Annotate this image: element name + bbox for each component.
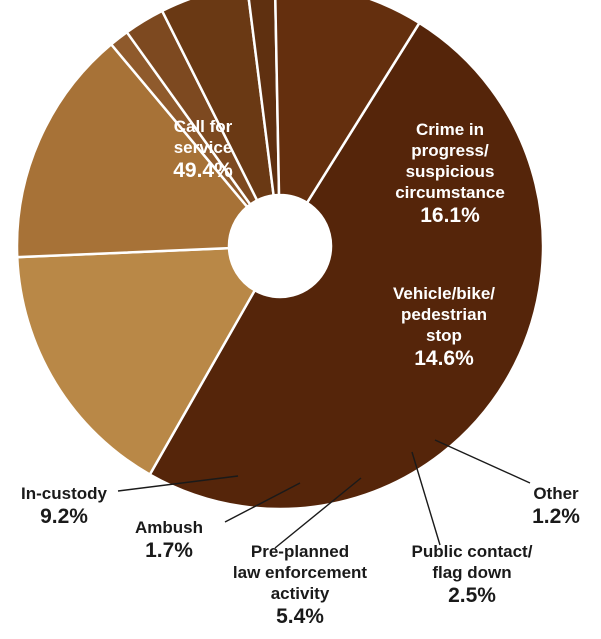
leader-line-in-custody (117, 475, 239, 492)
slice-vehicle-bike-pedestrian-stop (15, 42, 250, 259)
slice-value-label: 1.7% (145, 539, 193, 562)
leader-line-public-contact-flag-down (411, 451, 441, 546)
slice-label-text: Call for (174, 117, 233, 136)
slice-label-text: pedestrian (401, 305, 487, 324)
label-in-custody: In-custody 9.2% (21, 484, 107, 528)
slice-label-text: service (174, 138, 233, 157)
label-ambush: Ambush 1.7% (135, 518, 203, 562)
slice-label-text: law enforcement (233, 563, 367, 582)
label-call-for-service: Call for service 49.4% (173, 117, 233, 182)
slice-label-text: In-custody (21, 484, 107, 503)
slice-label-text: Other (533, 484, 579, 503)
slice-label-text: Pre-planned (251, 542, 349, 561)
slice-label-text: suspicious (406, 162, 495, 181)
label-other: Other 1.2% (532, 484, 580, 528)
slice-value-label: 1.2% (532, 505, 580, 528)
leader-line-pre-planned-law-enforcement-activity (274, 477, 362, 549)
slice-value-label: 16.1% (420, 204, 480, 227)
slice-label-text: progress/ (411, 141, 489, 160)
slice-label-text: Ambush (135, 518, 203, 537)
slice-value-label: 9.2% (40, 505, 88, 528)
leader-line-ambush (224, 482, 301, 523)
slice-label-text: activity (271, 584, 330, 603)
slice-label-text: Crime in (416, 120, 484, 139)
slice-value-label: 14.6% (414, 347, 474, 370)
slice-label-text: stop (426, 326, 462, 345)
label-crime-in-progress-suspicious-circumstance: Crime in progress/suspicious circumstance 1… (395, 120, 505, 227)
label-pre-planned-law-enforcement-activity: Pre-planned law enforcement activity 5.4% (233, 542, 367, 628)
slice-in-custody (274, 0, 422, 205)
slice-label-text: Public contact/ (412, 542, 533, 561)
slice-call-for-service (148, 21, 545, 511)
slice-value-label: 49.4% (173, 159, 233, 182)
slice-crime-in-progress-suspicious-circumstance (15, 246, 257, 477)
label-public-contact-flag-down: Public contact/flag down 2.5% (412, 542, 533, 607)
slice-pre-planned-law-enforcement-activity (160, 0, 276, 203)
slice-label-text: flag down (432, 563, 511, 582)
slice-label-text: Vehicle/bike/ (393, 284, 495, 303)
slice-label-text: circumstance (395, 183, 505, 202)
leader-line-other (434, 439, 531, 484)
slice-value-label: 2.5% (448, 584, 496, 607)
label-vehicle-bike-pedestrian-stop: Vehicle/bike/pedestrian stop 14.6% (393, 284, 495, 370)
slice-value-label: 5.4% (276, 605, 324, 628)
